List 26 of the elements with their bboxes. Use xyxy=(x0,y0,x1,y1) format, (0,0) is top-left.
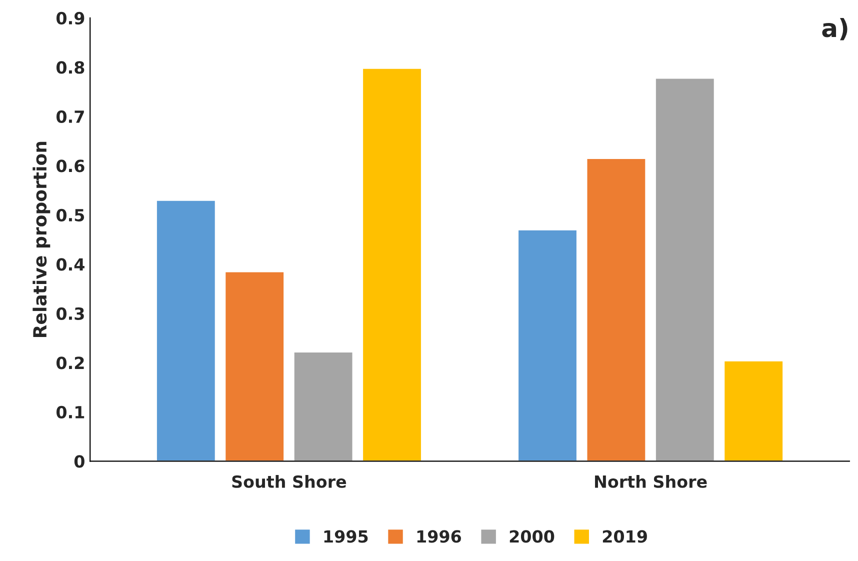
y-axis-title: Relative proportion xyxy=(32,142,50,337)
x-tick-label: South Shore xyxy=(232,475,346,488)
bar xyxy=(292,351,354,462)
bar xyxy=(654,77,716,462)
legend-label: 1996 xyxy=(417,530,462,543)
bar xyxy=(156,199,216,462)
bar xyxy=(723,360,784,462)
y-tick-label: 0.1 xyxy=(56,406,84,418)
y-tick-label: 0.4 xyxy=(56,258,84,271)
y-tick-label: 0.7 xyxy=(56,110,84,124)
y-tick-label: 0.5 xyxy=(56,208,84,222)
bar xyxy=(586,158,647,462)
y-tick-label: 0.9 xyxy=(56,12,84,25)
bar xyxy=(517,229,578,462)
y-tick-label: 0.2 xyxy=(56,356,84,370)
y-tick-label: 0.6 xyxy=(56,160,84,172)
x-tick-label: North Shore xyxy=(595,475,707,488)
legend-label: 1995 xyxy=(324,530,368,543)
legend-label: 2000 xyxy=(510,530,554,543)
bar xyxy=(224,270,285,462)
y-tick-label: 0.8 xyxy=(56,61,84,74)
legend-label: 2019 xyxy=(602,530,647,543)
y-tick-label: 0.3 xyxy=(56,307,84,320)
bar xyxy=(362,67,422,462)
annotation: a) xyxy=(822,18,848,40)
y-tick-label: 0 xyxy=(74,455,84,468)
